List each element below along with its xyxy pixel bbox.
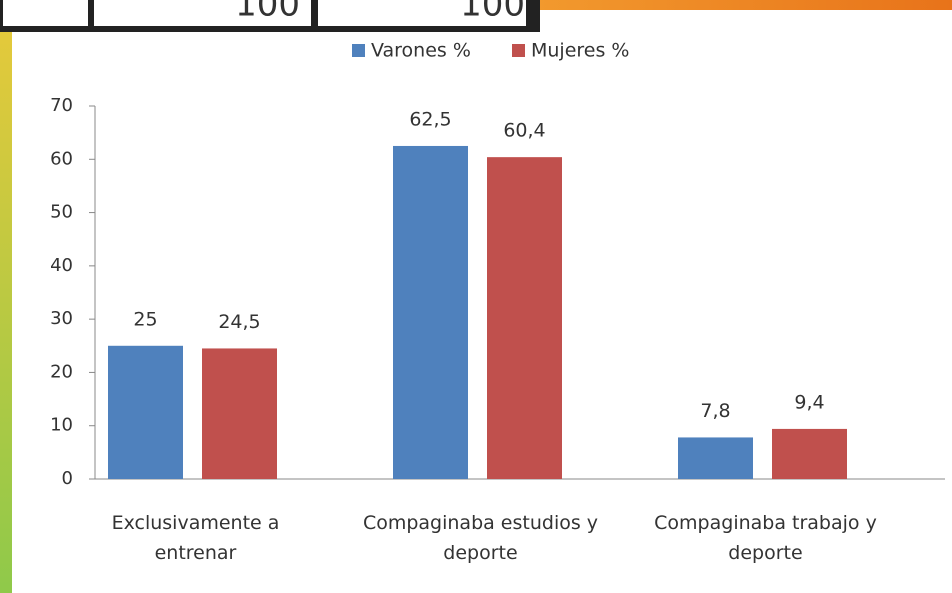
y-tick-label: 10 <box>50 415 73 436</box>
legend-label: Mujeres % <box>531 40 629 62</box>
side-strip <box>0 0 12 593</box>
y-tick-label: 40 <box>50 255 73 276</box>
bar <box>393 145 468 479</box>
table-cell <box>94 0 311 26</box>
data-label: 9,4 <box>794 391 824 413</box>
x-tick-label: Compaginaba estudios y deporte <box>362 512 599 564</box>
table-value: 100 <box>460 0 525 25</box>
bar <box>487 157 562 479</box>
table-cell <box>3 0 88 26</box>
y-tick-label: 70 <box>50 95 73 116</box>
table-value: 100 <box>235 0 300 25</box>
x-tick-label: Compaginaba trabajo y deporte <box>654 512 877 564</box>
bar <box>202 348 277 479</box>
legend-label: Varones % <box>371 40 471 62</box>
bar <box>678 437 753 479</box>
data-label: 62,5 <box>409 108 451 130</box>
y-tick-label: 20 <box>50 361 73 382</box>
bar <box>108 345 183 479</box>
y-tick-label: 0 <box>62 468 73 489</box>
x-tick-label: Exclusivamente a entrenar <box>111 512 280 564</box>
y-tick-label: 30 <box>50 308 73 329</box>
y-tick-label: 60 <box>50 148 73 169</box>
top-bar <box>530 0 952 10</box>
legend-swatch <box>352 44 365 57</box>
table-cell <box>318 0 526 26</box>
bar <box>772 428 847 479</box>
data-label: 7,8 <box>700 400 730 422</box>
y-tick-label: 50 <box>50 202 73 223</box>
data-label: 24,5 <box>218 311 260 333</box>
legend-swatch <box>512 44 525 57</box>
data-label: 25 <box>133 308 157 330</box>
data-label: 60,4 <box>503 120 545 142</box>
